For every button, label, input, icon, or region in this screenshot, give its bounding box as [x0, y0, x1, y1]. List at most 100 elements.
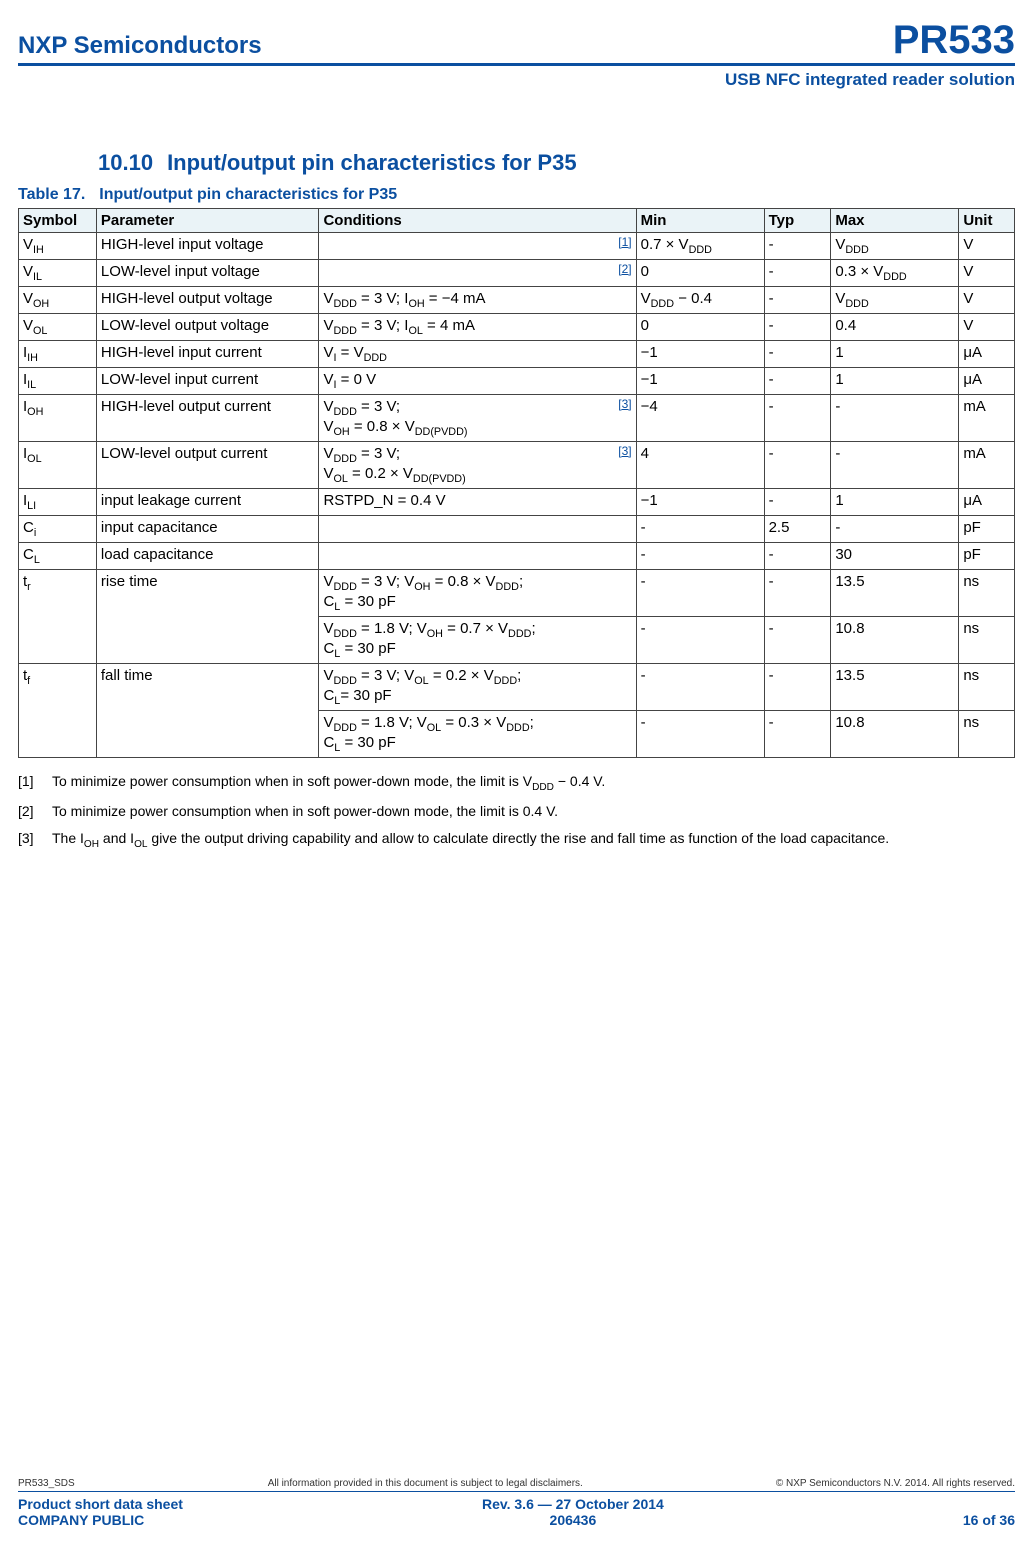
cell-conditions: VI = VDDD: [319, 341, 636, 368]
cell-symbol: VOL: [19, 314, 97, 341]
col-min: Min: [636, 209, 764, 233]
cell-conditions: VDDD = 3 V;VOH = 0.8 × VDD(PVDD)[3]: [319, 395, 636, 442]
cell-typ: -: [764, 664, 831, 711]
footnote-1: [1] To minimize power consumption when i…: [18, 772, 1015, 794]
section-number: 10.10: [98, 150, 153, 176]
footnote-ref[interactable]: [2]: [618, 262, 631, 276]
cell-min: -: [636, 711, 764, 758]
cell-conditions: RSTPD_N = 0.4 V: [319, 489, 636, 516]
col-max: Max: [831, 209, 959, 233]
cell-unit: μA: [959, 368, 1015, 395]
cell-unit: μA: [959, 341, 1015, 368]
cell-unit: μA: [959, 489, 1015, 516]
cell-symbol: VIL: [19, 260, 97, 287]
footnote-text: To minimize power consumption when in so…: [52, 802, 558, 821]
footer-page: 16 of 36: [963, 1512, 1015, 1528]
cell-max: 13.5: [831, 570, 959, 617]
cell-symbol: IOH: [19, 395, 97, 442]
footnotes: [1] To minimize power consumption when i…: [18, 772, 1015, 852]
table-row: VOLLOW-level output voltageVDDD = 3 V; I…: [19, 314, 1015, 341]
footer-docnum: 206436: [482, 1512, 664, 1528]
footnote-ref[interactable]: [3]: [618, 397, 631, 411]
cell-typ: -: [764, 543, 831, 570]
cell-max: -: [831, 442, 959, 489]
footnote-text: The IOH and IOL give the output driving …: [52, 829, 889, 851]
page-header: NXP Semiconductors PR533: [18, 18, 1015, 66]
cell-parameter: LOW-level output voltage: [96, 314, 319, 341]
cell-parameter: HIGH-level input voltage: [96, 233, 319, 260]
cell-min: -: [636, 664, 764, 711]
cell-max: 30: [831, 543, 959, 570]
section-heading: 10.10 Input/output pin characteristics fo…: [98, 150, 1015, 176]
section-title-text: Input/output pin characteristics for P35: [167, 150, 577, 175]
cell-min: 0: [636, 314, 764, 341]
footnote-ref[interactable]: [1]: [618, 235, 631, 249]
col-typ: Typ: [764, 209, 831, 233]
footer-doctype1: Product short data sheet: [18, 1496, 183, 1512]
cell-typ: -: [764, 341, 831, 368]
footer-disclaimer: All information provided in this documen…: [268, 1478, 583, 1489]
cell-max: 0.4: [831, 314, 959, 341]
table-caption-text: Input/output pin characteristics for P35: [99, 186, 397, 203]
cell-unit: ns: [959, 664, 1015, 711]
cell-unit: ns: [959, 570, 1015, 617]
cell-parameter: HIGH-level output current: [96, 395, 319, 442]
cell-typ: -: [764, 287, 831, 314]
footer-copyright: © NXP Semiconductors N.V. 2014. All righ…: [776, 1478, 1015, 1489]
cell-unit: mA: [959, 442, 1015, 489]
cell-typ: -: [764, 442, 831, 489]
cell-unit: pF: [959, 516, 1015, 543]
cell-typ: -: [764, 314, 831, 341]
cell-conditions: VDDD = 1.8 V; VOL = 0.3 × VDDD;CL = 30 p…: [319, 711, 636, 758]
cell-typ: -: [764, 395, 831, 442]
table-label: Table 17.: [18, 186, 85, 203]
footer-line: PR533_SDS All information provided in th…: [18, 1478, 1015, 1492]
col-conditions: Conditions: [319, 209, 636, 233]
cell-max: 1: [831, 489, 959, 516]
cell-symbol: CL: [19, 543, 97, 570]
product-tagline: USB NFC integrated reader solution: [18, 70, 1015, 90]
cell-symbol: ILI: [19, 489, 97, 516]
footnote-num: [3]: [18, 829, 52, 851]
cell-typ: -: [764, 617, 831, 664]
cell-symbol: IOL: [19, 442, 97, 489]
footnote-ref[interactable]: [3]: [618, 444, 631, 458]
cell-typ: 2.5: [764, 516, 831, 543]
cell-min: 0: [636, 260, 764, 287]
table-caption: Table 17. Input/output pin characteristic…: [18, 186, 1015, 204]
cell-conditions: VDDD = 3 V; VOL = 0.2 × VDDD;CL= 30 pF: [319, 664, 636, 711]
cell-parameter: rise time: [96, 570, 319, 664]
footer-left: Product short data sheet COMPANY PUBLIC: [18, 1496, 183, 1528]
cell-unit: ns: [959, 711, 1015, 758]
cell-symbol: tf: [19, 664, 97, 758]
table-row: VILLOW-level input voltage[2]0-0.3 × VDD…: [19, 260, 1015, 287]
cell-unit: mA: [959, 395, 1015, 442]
cell-parameter: fall time: [96, 664, 319, 758]
cell-max: 10.8: [831, 617, 959, 664]
table-header-row: Symbol Parameter Conditions Min Typ Max …: [19, 209, 1015, 233]
cell-min: VDDD − 0.4: [636, 287, 764, 314]
cell-conditions: VDDD = 3 V; IOH = −4 mA: [319, 287, 636, 314]
footnote-3: [3] The IOH and IOL give the output driv…: [18, 829, 1015, 851]
spec-table: Symbol Parameter Conditions Min Typ Max …: [18, 208, 1015, 758]
cell-symbol: tr: [19, 570, 97, 664]
part-number: PR533: [893, 18, 1015, 63]
cell-symbol: IIH: [19, 341, 97, 368]
cell-conditions: [319, 543, 636, 570]
footer-right: 16 of 36: [963, 1496, 1015, 1528]
footer-center: Rev. 3.6 — 27 October 2014 206436: [482, 1496, 664, 1528]
footer-doctype2: COMPANY PUBLIC: [18, 1512, 183, 1528]
table-row: CLload capacitance--30pF: [19, 543, 1015, 570]
col-parameter: Parameter: [96, 209, 319, 233]
cell-parameter: HIGH-level input current: [96, 341, 319, 368]
footnote-2: [2] To minimize power consumption when i…: [18, 802, 1015, 821]
table-row: VOHHIGH-level output voltageVDDD = 3 V; …: [19, 287, 1015, 314]
cell-conditions: [1]: [319, 233, 636, 260]
cell-min: −4: [636, 395, 764, 442]
cell-min: -: [636, 516, 764, 543]
cell-symbol: VOH: [19, 287, 97, 314]
cell-max: VDDD: [831, 233, 959, 260]
table-row: IILLOW-level input currentVI = 0 V−1-1μA: [19, 368, 1015, 395]
cell-unit: V: [959, 314, 1015, 341]
cell-conditions: [319, 516, 636, 543]
